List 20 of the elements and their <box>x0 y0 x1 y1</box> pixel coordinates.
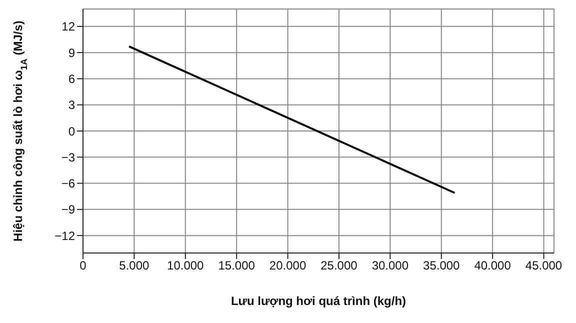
x-tick-label: 15.000 <box>218 258 256 273</box>
x-tick-label: 35.000 <box>423 258 460 273</box>
x-tick-label: 30.000 <box>372 258 409 273</box>
x-tick-label: 5.000 <box>119 258 150 273</box>
y-tick-label: −6 <box>61 176 76 191</box>
y-tick-label: −9 <box>61 202 76 217</box>
y-tick-label: 6 <box>68 72 76 86</box>
y-tick-label: 0 <box>68 124 76 138</box>
y-tick-label: 3 <box>68 98 76 112</box>
x-axis-title: Lưu lượng hơi quá trình (kg/h) <box>230 294 406 308</box>
y-tick-label: −12 <box>54 228 76 243</box>
x-tick-label: 45.000 <box>525 258 562 273</box>
x-tick-label: 0 <box>80 258 87 273</box>
y-tick-label: −3 <box>61 150 76 164</box>
y-tick-label: 12 <box>62 20 76 34</box>
y-tick-label: 9 <box>68 46 76 60</box>
x-tick-label: 10.000 <box>167 258 204 273</box>
x-tick-label: 40.000 <box>474 258 512 273</box>
x-tick-label: 20.000 <box>269 258 306 273</box>
x-tick-label: 25.000 <box>320 258 358 273</box>
